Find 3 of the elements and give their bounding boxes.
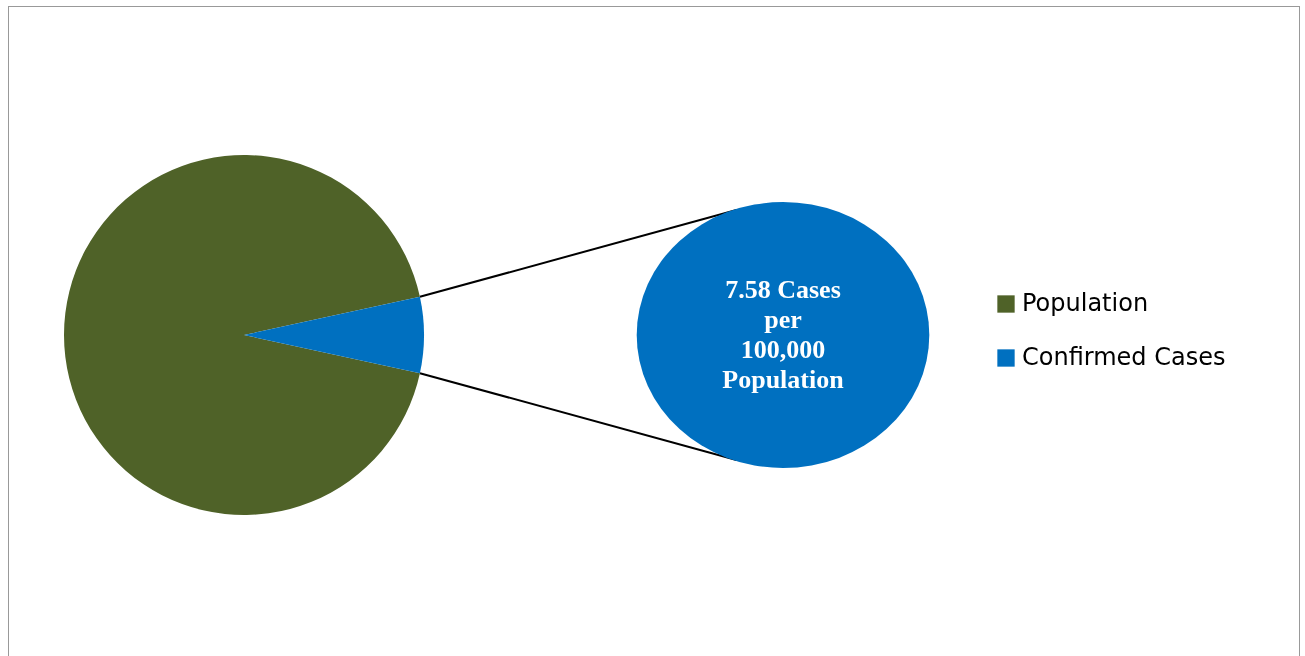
legend-label: Population [1022,289,1149,317]
text: 7.58 Cases per 100,000 Population [722,275,845,394]
legend-label: Confirmed Cases [1022,343,1226,371]
